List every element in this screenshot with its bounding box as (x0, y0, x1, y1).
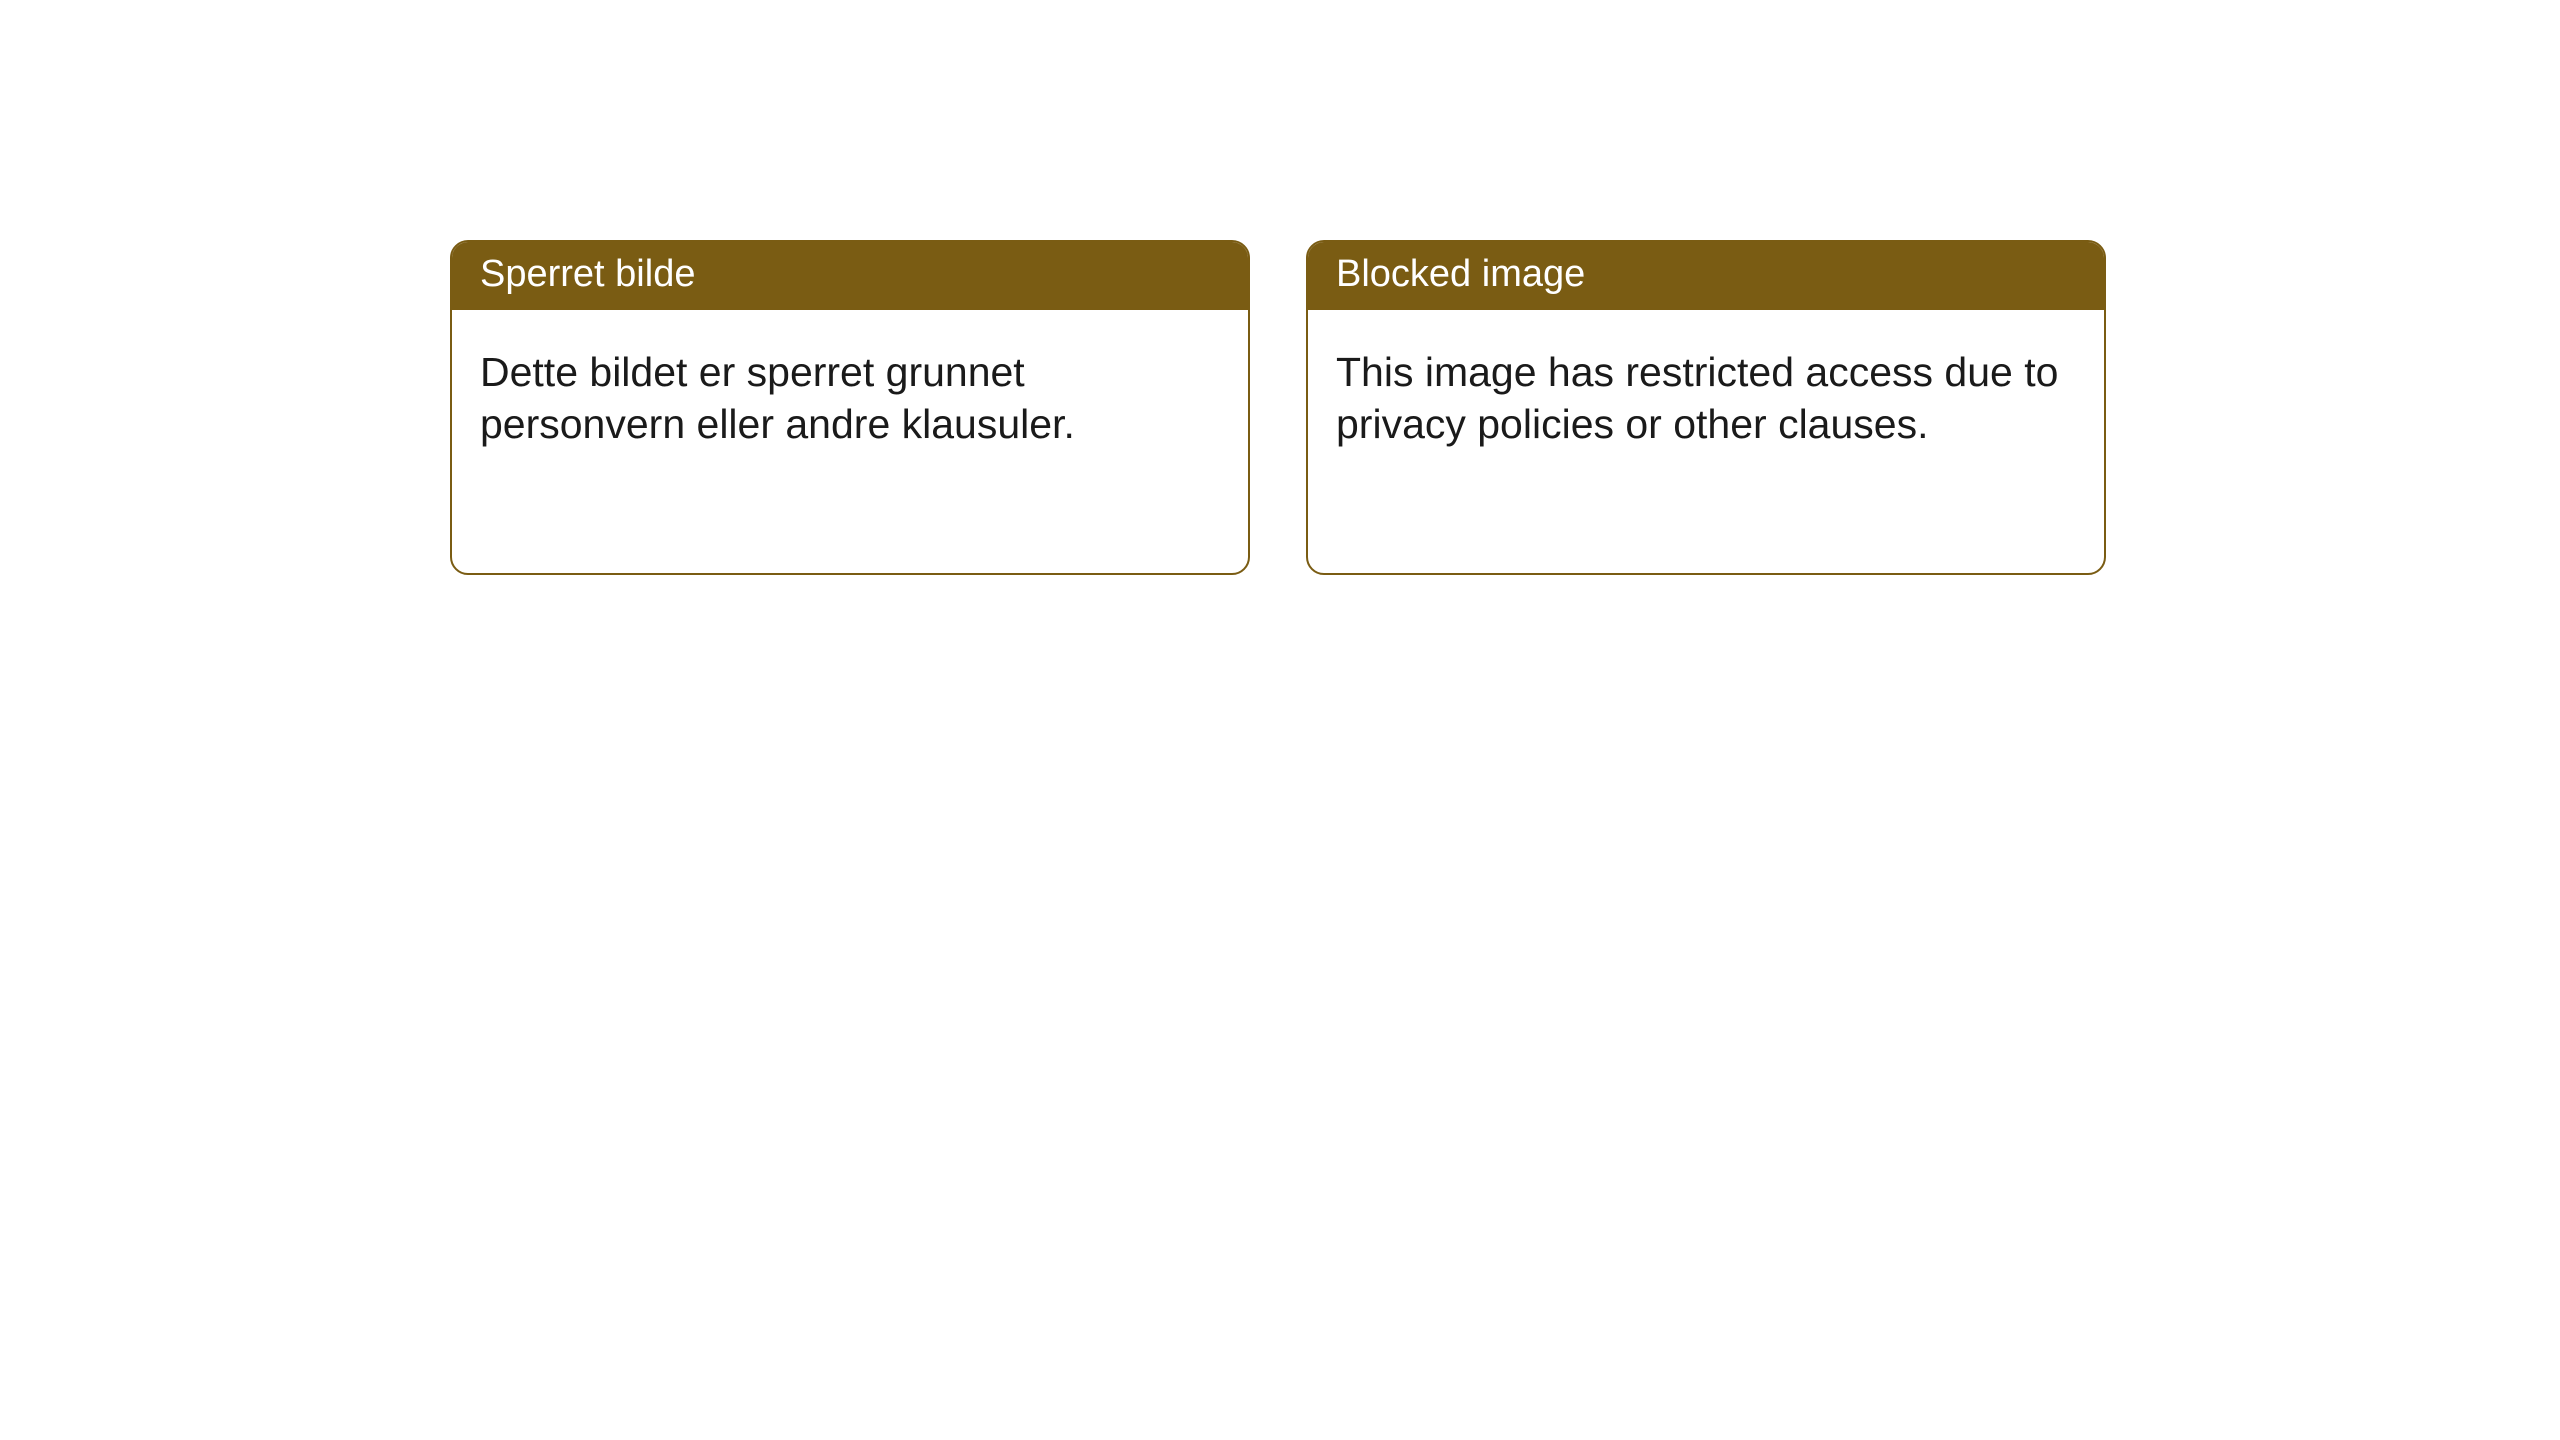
notice-body: Dette bildet er sperret grunnet personve… (452, 310, 1248, 487)
notice-header: Blocked image (1308, 242, 2104, 310)
notice-header: Sperret bilde (452, 242, 1248, 310)
notice-message: Dette bildet er sperret grunnet personve… (480, 349, 1075, 447)
notice-container: Sperret bilde Dette bildet er sperret gr… (450, 240, 2106, 575)
notice-card-norwegian: Sperret bilde Dette bildet er sperret gr… (450, 240, 1250, 575)
notice-title: Blocked image (1336, 253, 1585, 295)
notice-title: Sperret bilde (480, 253, 695, 295)
notice-body: This image has restricted access due to … (1308, 310, 2104, 487)
notice-card-english: Blocked image This image has restricted … (1306, 240, 2106, 575)
notice-message: This image has restricted access due to … (1336, 349, 2058, 447)
